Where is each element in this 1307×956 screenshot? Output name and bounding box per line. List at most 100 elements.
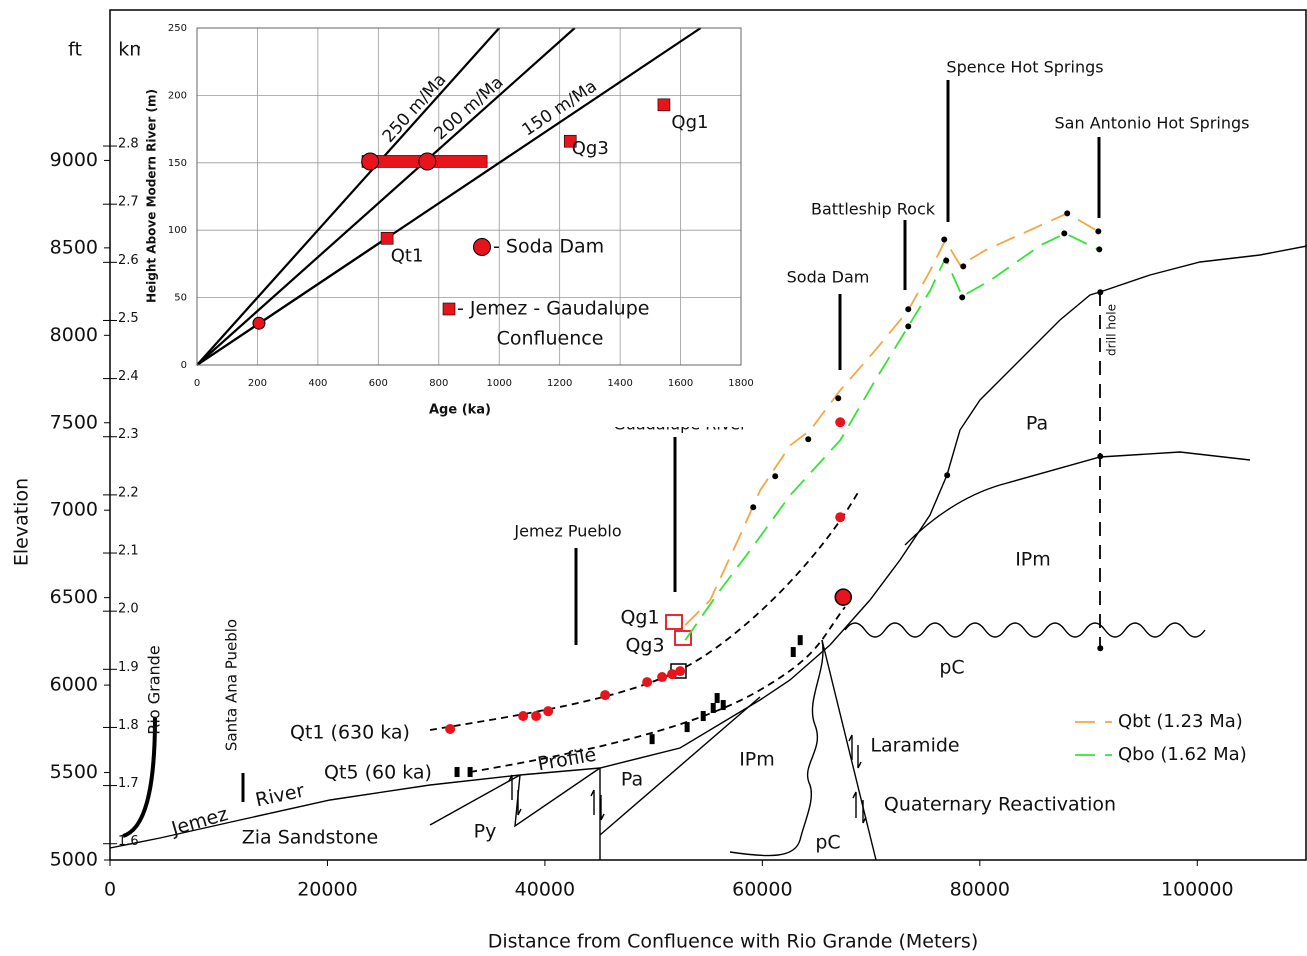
terrace-point	[960, 263, 966, 269]
unconformity	[845, 623, 1205, 637]
terrace-point	[1097, 289, 1103, 295]
y2-tick-label: 1.7	[118, 776, 139, 791]
y-tick-label: 250	[168, 23, 187, 34]
soda-dam-point	[362, 153, 379, 170]
y-tick-label: 0	[181, 360, 187, 371]
y-tick-label: 5000	[50, 849, 98, 871]
terrace-point	[1097, 645, 1103, 651]
x-tick-label: 0	[194, 378, 200, 389]
x-tick-label: 100000	[1161, 879, 1234, 901]
terrace-point	[1061, 230, 1067, 236]
legend-symbol	[474, 239, 491, 256]
y-tick-label: 6500	[50, 586, 98, 608]
terrace-point	[941, 236, 947, 242]
x-tick-label: 0	[104, 879, 116, 901]
y-tick-label: 50	[174, 293, 187, 304]
y-tick-label: 5500	[50, 761, 98, 783]
confluence-point	[381, 232, 393, 244]
terrace-point	[905, 323, 911, 329]
x-tick-label: 40000	[515, 879, 575, 901]
x-tick-label: 80000	[950, 879, 1010, 901]
fault	[822, 640, 876, 860]
y-tick-label: 100	[168, 225, 187, 236]
soda-dam-point	[253, 317, 265, 329]
y2-tick-label: 2.3	[118, 427, 139, 442]
annotation: Pa	[1026, 413, 1048, 435]
annotation: Battleship Rock	[811, 200, 936, 219]
page: {"chart_data": [ {"type": "line", "x_lab…	[0, 0, 1307, 956]
y2-tick-label: 2.6	[118, 253, 139, 268]
annotation: Soda Dam	[787, 268, 870, 287]
qt5-profile	[470, 607, 845, 772]
terrace-point	[959, 294, 965, 300]
x-tick-label: 600	[369, 378, 388, 389]
y2-tick-label: 2.7	[118, 195, 139, 210]
y2-tick-label: 1.8	[118, 718, 139, 733]
annotation: Qt5 (60 ka)	[324, 762, 432, 784]
terrace-point	[600, 690, 610, 700]
terrace-mark	[701, 711, 706, 721]
terrace-point	[642, 677, 652, 687]
terrace-point	[657, 672, 667, 682]
terrace-mark	[455, 767, 460, 777]
terrace-point	[518, 711, 528, 721]
legend-label: Confluence	[497, 328, 604, 350]
terrace-point	[1097, 453, 1103, 459]
x-tick-label: 1800	[728, 378, 753, 389]
terrace-point	[750, 504, 756, 510]
y-units: ft	[68, 39, 82, 61]
x-tick-label: 1600	[668, 378, 693, 389]
terrace-point	[943, 257, 949, 263]
point-label: Qt1	[391, 245, 424, 266]
y2-tick-label: 1.9	[118, 660, 139, 675]
y-tick-label: 8500	[50, 236, 98, 258]
confluence-point	[658, 99, 670, 111]
x-axis-title: Distance from Confluence with Rio Grande…	[488, 931, 978, 953]
legend-symbol	[443, 303, 455, 315]
y-axis-title: Elevation	[11, 478, 33, 566]
y-tick-label: 200	[168, 90, 187, 101]
y-tick-label: 150	[168, 158, 187, 169]
terrace-mark	[711, 703, 716, 713]
x-tick-label: 800	[429, 378, 448, 389]
y-tick-label: 6000	[50, 674, 98, 696]
terrace-point	[835, 589, 851, 605]
point-label: Qg3	[572, 138, 609, 159]
annotation: Laramide	[870, 735, 959, 757]
terrace-point	[1095, 228, 1101, 234]
terrace-mark	[791, 647, 796, 657]
legend-label: - Soda Dam	[493, 236, 604, 258]
annotation: Qt1 (630 ka)	[290, 722, 410, 744]
y2-tick-label: 1.6	[118, 834, 139, 849]
annotation: Qg1	[620, 607, 659, 629]
qg1-marker	[666, 615, 682, 629]
y-tick-label: 8000	[50, 324, 98, 346]
terrace-point	[944, 472, 950, 478]
y-tick-label: 7000	[50, 499, 98, 521]
terrace-mark	[798, 635, 803, 645]
annotation: drill hole	[1105, 304, 1119, 356]
terrace-mark	[715, 693, 720, 703]
terrace-mark	[650, 734, 655, 744]
legend-label: - Jemez - Gaudalupe	[457, 298, 649, 320]
x-tick-label: 1400	[607, 378, 632, 389]
y2-tick-label: 2.1	[118, 544, 139, 559]
annotation: IPm	[1015, 549, 1051, 571]
terrace-point	[445, 724, 455, 734]
y2-tick-label: 2.2	[118, 485, 139, 500]
soda-dam-point	[419, 153, 436, 170]
annotation: Zia Sandstone	[242, 827, 379, 849]
terrace-point	[905, 306, 911, 312]
terrace-point	[772, 473, 778, 479]
y-tick-label: 9000	[50, 149, 98, 171]
y-tick-label: 7500	[50, 411, 98, 433]
point-label: Qg1	[671, 112, 708, 133]
terrace-point	[805, 436, 811, 442]
y-axis-title: Height Above Modern River (m)	[145, 89, 159, 303]
annotation: Quaternary Reactivation	[884, 794, 1116, 816]
annotation: Py	[474, 821, 497, 843]
terrace-point	[675, 666, 685, 676]
annotation: pC	[939, 657, 964, 679]
x-tick-label: 60000	[732, 879, 792, 901]
chart: 0200004000060000800001000005000550060006…	[0, 0, 1307, 956]
